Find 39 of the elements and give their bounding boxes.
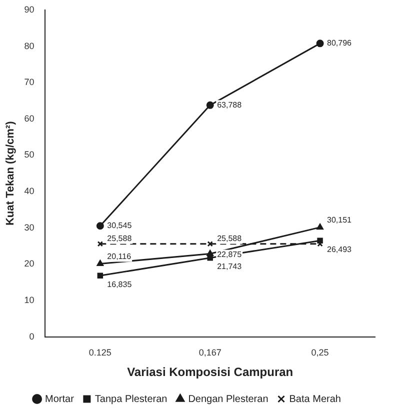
data-label: 25,588 — [107, 234, 132, 244]
point — [97, 241, 104, 247]
point — [207, 241, 213, 247]
y-tick-label: 40 — [24, 186, 34, 196]
y-axis-title: Kuat Tekan (kg/cm²) — [4, 120, 17, 226]
x-tick-label: 0,167 — [198, 348, 222, 358]
point — [96, 222, 104, 230]
point — [97, 272, 104, 279]
legend-label: Mortar — [45, 394, 75, 405]
point — [316, 40, 324, 48]
data-label: 30,545 — [107, 221, 132, 230]
data-label: 16,835 — [107, 280, 132, 289]
data-label: 22,875 — [217, 250, 242, 259]
y-tick-label: 0 — [29, 331, 34, 342]
y-tick-label: 80 — [24, 40, 34, 51]
x-axis-title: Variasi Komposisi Campuran — [127, 365, 294, 380]
point — [317, 238, 323, 244]
data-label: 21,743 — [217, 262, 242, 272]
y-tick-label: 30 — [24, 222, 34, 232]
legend-label: Dengan Plesteran — [188, 394, 268, 405]
y-tick-label: 50 — [24, 150, 34, 160]
x-tick-label: 0.125 — [88, 348, 112, 358]
y-tick-label: 60 — [24, 113, 34, 124]
legend-label: Bata Merah — [289, 394, 341, 405]
data-label: 63,788 — [217, 100, 242, 110]
data-label: 26,493 — [327, 244, 352, 254]
y-tick-label: 10 — [24, 294, 34, 305]
point — [206, 101, 214, 109]
data-label: 25,588 — [217, 234, 242, 244]
data-label: 20,116 — [107, 252, 132, 261]
point — [316, 224, 324, 230]
y-tick-label: 20 — [24, 258, 34, 269]
point — [96, 260, 104, 266]
x-tick-label: 0,25 — [311, 348, 329, 358]
data-label: 80,796 — [327, 38, 352, 48]
y-tick-label: 90 — [24, 4, 34, 14]
data-label: 30,151 — [327, 216, 352, 225]
y-tick-label: 70 — [24, 77, 34, 88]
legend-label: Tanpa Plesteran — [94, 394, 168, 405]
